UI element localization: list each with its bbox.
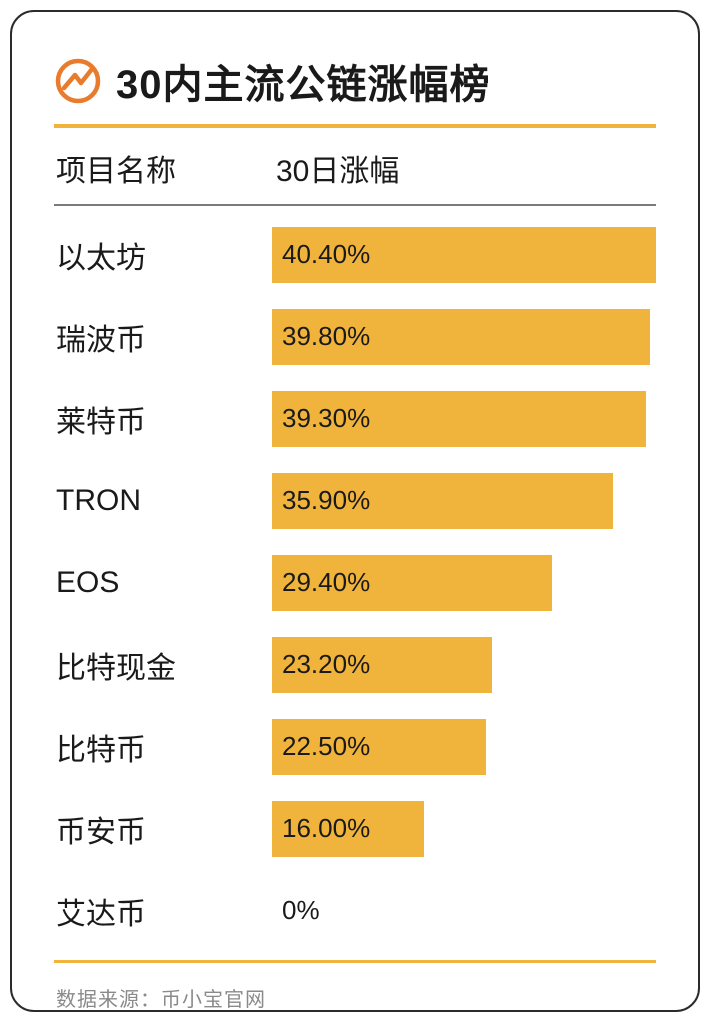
data-source: 数据来源：币小宝官网 [54, 983, 656, 1012]
bar-area: 35.90% [272, 473, 656, 529]
row-name: EOS [54, 566, 272, 600]
row-name: 以太坊 [54, 233, 272, 277]
row-name: 比特币 [54, 725, 272, 769]
table-row: 艾达币0% [54, 870, 656, 952]
table-row: 币安币 16.00% [54, 788, 656, 870]
table-row: 比特币 22.50% [54, 706, 656, 788]
bar: 29.40% [272, 555, 552, 611]
column-header-name: 项目名称 [54, 146, 272, 190]
footer-divider [54, 960, 656, 963]
row-name: 币安币 [54, 807, 272, 851]
row-name: 瑞波币 [54, 315, 272, 359]
bar: 22.50% [272, 719, 486, 775]
bar-value-label: 40.40% [282, 239, 370, 270]
bar-area: 23.20% [272, 637, 656, 693]
row-name: TRON [54, 484, 272, 518]
bar-area: 39.30% [272, 391, 656, 447]
row-name: 莱特币 [54, 397, 272, 441]
row-name: 艾达币 [54, 889, 272, 933]
column-header-value: 30日涨幅 [272, 146, 399, 190]
chart-circle-icon [54, 57, 102, 105]
table-row: 瑞波币 39.80% [54, 296, 656, 378]
table-row: TRON 35.90% [54, 460, 656, 542]
bar-area: 39.80% [272, 309, 656, 365]
bar-area: 40.40% [272, 227, 656, 283]
bar-value-label: 39.30% [282, 403, 370, 434]
bar-value-label: 39.80% [282, 321, 370, 352]
bar: 39.80% [272, 309, 650, 365]
bar-value-label: 0% [282, 883, 320, 939]
bar: 16.00% [272, 801, 424, 857]
bar-value-label: 35.90% [282, 485, 370, 516]
card-header: 30内主流公链涨幅榜 [54, 52, 656, 124]
table-row: 比特现金 23.20% [54, 624, 656, 706]
bar: 39.30% [272, 391, 646, 447]
bar: 23.20% [272, 637, 492, 693]
bar-value-label: 29.40% [282, 567, 370, 598]
row-name: 比特现金 [54, 643, 272, 687]
column-headers: 项目名称 30日涨幅 [54, 132, 656, 204]
bar: 35.90% [272, 473, 613, 529]
chart-title: 30内主流公链涨幅榜 [116, 52, 491, 110]
bar: 40.40% [272, 227, 656, 283]
bar-value-label: 22.50% [282, 731, 370, 762]
table-row: EOS 29.40% [54, 542, 656, 624]
bar-value-label: 16.00% [282, 813, 370, 844]
bar-area: 0% [272, 883, 656, 939]
table-row: 以太坊 40.40% [54, 214, 656, 296]
table-row: 莱特币 39.30% [54, 378, 656, 460]
bar-area: 29.40% [272, 555, 656, 611]
chart-rows: 以太坊 40.40% 瑞波币 39.80% 莱特币 39.30% TRON 35.90% EOS… [54, 206, 656, 952]
chart-card: 30内主流公链涨幅榜 项目名称 30日涨幅 以太坊 40.40% 瑞波币 39.80%… [10, 10, 700, 1012]
header-divider [54, 124, 656, 128]
bar-area: 22.50% [272, 719, 656, 775]
bar-value-label: 23.20% [282, 649, 370, 680]
bar-area: 16.00% [272, 801, 656, 857]
